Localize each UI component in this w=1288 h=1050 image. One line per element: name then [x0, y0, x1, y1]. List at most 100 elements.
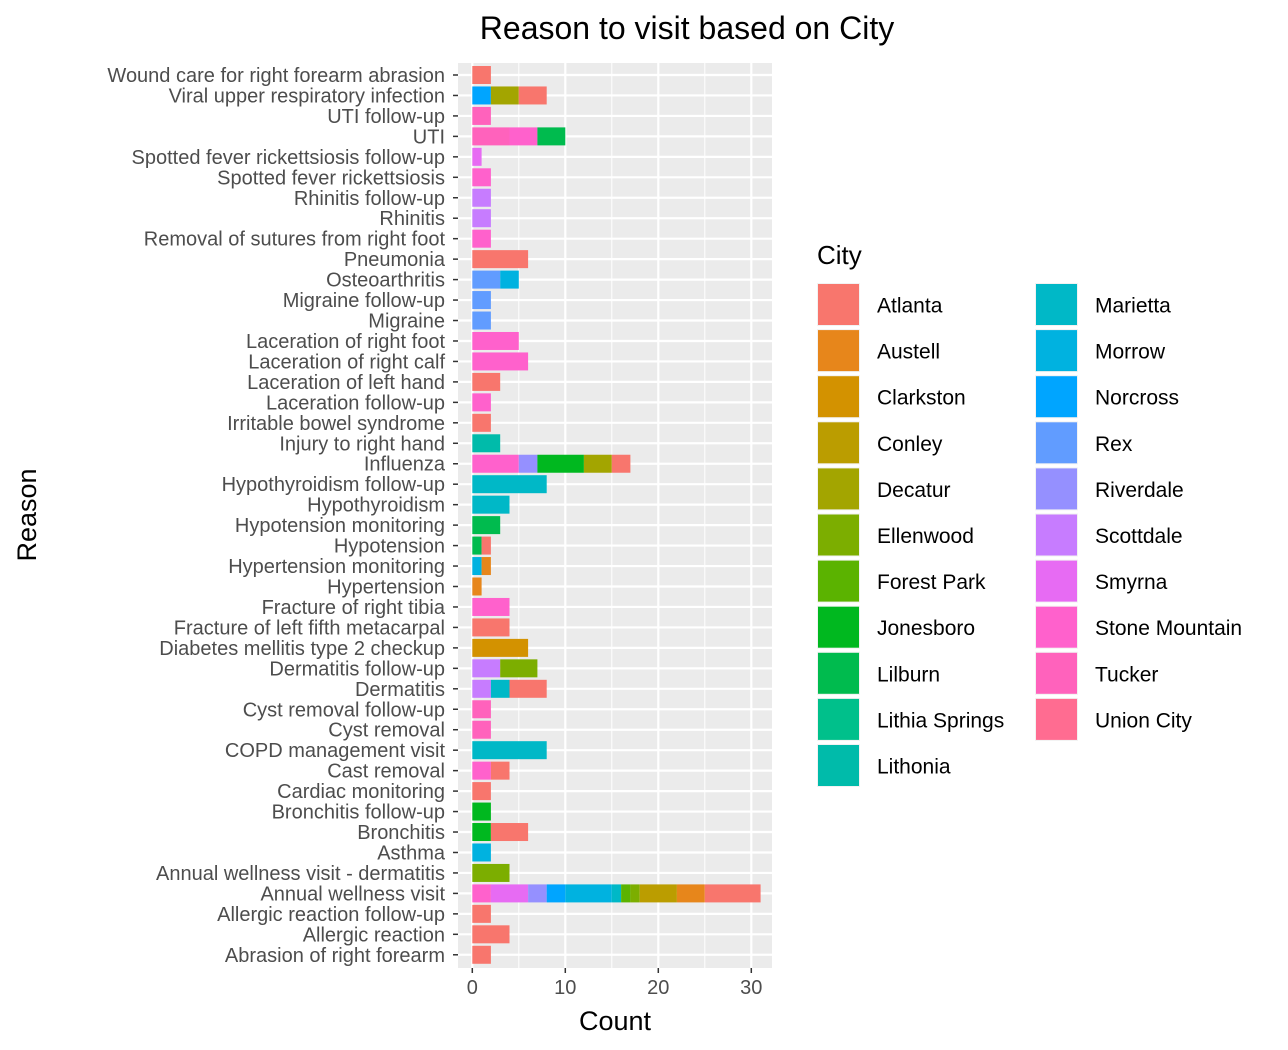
bar-segment: [481, 536, 491, 555]
legend-swatch: [1036, 606, 1077, 648]
legend-swatch: [1036, 330, 1077, 372]
legend-swatch: [818, 330, 859, 372]
legend-label: Jonesboro: [877, 617, 975, 640]
legend-title: City: [817, 240, 862, 270]
y-tick-label: Spotted fever rickettsiosis follow-up: [132, 147, 445, 169]
bar-segment: [472, 863, 510, 882]
bar-segment: [472, 904, 491, 923]
bar-segment: [704, 884, 761, 903]
y-tick-label: Hypothyroidism follow-up: [222, 474, 445, 496]
bar-segment: [630, 884, 640, 903]
y-tick-label: UTI: [413, 126, 445, 148]
y-tick-label: Migraine follow-up: [283, 290, 445, 312]
y-tick-label: Laceration of right foot: [246, 331, 445, 353]
legend-label: Riverdale: [1095, 479, 1184, 502]
bar-segment: [528, 884, 547, 903]
bar-segment: [472, 86, 491, 105]
y-tick-label: Allergic reaction: [303, 924, 445, 946]
bar-segment: [472, 802, 491, 821]
bar-segment: [537, 454, 584, 473]
x-tick-label: 20: [647, 977, 669, 999]
bar-segment: [472, 127, 510, 146]
bar-segment: [472, 291, 491, 310]
y-tick-label: Dermatitis follow-up: [269, 658, 445, 680]
bar-segment: [518, 86, 547, 105]
legend-swatch: [1036, 284, 1077, 325]
bar-segment: [472, 393, 491, 412]
legend-swatch: [1036, 652, 1077, 694]
y-tick-label: UTI follow-up: [327, 106, 445, 128]
bar-segment: [472, 925, 510, 944]
legend-label: Marietta: [1095, 295, 1171, 318]
y-tick-label: Cardiac monitoring: [277, 781, 445, 803]
bar-segment: [565, 884, 612, 903]
y-tick-label: Laceration follow-up: [266, 392, 445, 414]
legend-label: Lithia Springs: [877, 709, 1004, 732]
bar-segment: [472, 557, 482, 576]
legend-swatch: [818, 284, 859, 325]
y-tick-label: Hypertension: [327, 577, 445, 599]
y-tick-label: Viral upper respiratory infection: [169, 85, 445, 107]
legend-swatch: [818, 514, 859, 556]
bar-segment: [472, 618, 510, 637]
chart-title: Reason to visit based on City: [480, 10, 894, 46]
bar-segment: [472, 188, 491, 207]
bar-segment: [472, 638, 529, 657]
bar-segment: [472, 720, 491, 739]
legend-swatch: [818, 698, 859, 740]
legend-label: Austell: [877, 341, 940, 364]
legend-label: Stone Mountain: [1095, 617, 1242, 640]
y-tick-label: Cast removal: [327, 761, 445, 783]
legend-label: Union City: [1095, 709, 1192, 732]
legend-swatch: [1036, 422, 1077, 464]
y-axis-title: Reason: [12, 468, 42, 561]
bar-segment: [509, 127, 538, 146]
legend-label: Norcross: [1095, 387, 1179, 410]
legend-swatch: [818, 468, 859, 510]
legend-label: Clarkston: [877, 387, 966, 410]
legend-label: Decatur: [877, 479, 951, 502]
y-tick-label: Annual wellness visit - dermatitis: [156, 863, 445, 885]
x-tick-label: 10: [554, 977, 576, 999]
legend-label: Forest Park: [877, 571, 986, 594]
y-tick-label: Bronchitis follow-up: [272, 802, 445, 824]
y-tick-label: Migraine: [368, 311, 445, 333]
legend-swatch: [818, 560, 859, 602]
y-tick-label: Abrasion of right forearm: [225, 945, 445, 967]
legend: City Atlanta Austell Clarkston Conley Decatu…: [817, 240, 1242, 787]
x-tick-label: 30: [740, 977, 762, 999]
y-tick-label: Hypotension monitoring: [235, 515, 445, 537]
y-tick-label: Laceration of left hand: [247, 372, 445, 394]
bar-segment: [500, 659, 538, 678]
bar-segment: [490, 761, 510, 780]
y-tick-label: Hypertension monitoring: [228, 556, 445, 578]
y-tick-label: Diabetes mellitis type 2 checkup: [159, 638, 445, 660]
y-tick-label: Rhinitis: [379, 208, 445, 230]
y-tick-label: Spotted fever rickettsiosis: [217, 167, 445, 189]
bar-segment: [472, 577, 482, 596]
bar-segment: [490, 823, 529, 842]
bars: [472, 66, 761, 964]
y-tick-label: Annual wellness visit: [260, 883, 445, 905]
bar-segment: [611, 884, 622, 903]
legend-swatch: [818, 745, 859, 786]
y-tick-label: Asthma: [377, 842, 446, 864]
bar-segment: [472, 352, 529, 371]
legend-label: Morrow: [1095, 341, 1166, 364]
bar-segment: [472, 495, 510, 514]
y-tick-label: Laceration of right calf: [248, 351, 445, 373]
y-tick-label: Hypothyroidism: [307, 495, 445, 517]
legend-swatch: [818, 652, 859, 694]
legend-swatch: [1036, 468, 1077, 510]
bar-segment: [472, 761, 491, 780]
bar-segment: [472, 270, 501, 289]
y-tick-label: Hypotension: [334, 536, 445, 558]
bar-segment: [472, 597, 510, 616]
bar-segment: [481, 557, 491, 576]
bar-segment: [611, 454, 631, 473]
bar-segment: [472, 250, 529, 269]
bar-segment: [472, 454, 519, 473]
plot-panel: [458, 63, 772, 968]
bar-segment: [490, 884, 529, 903]
bar-segment: [472, 106, 491, 125]
